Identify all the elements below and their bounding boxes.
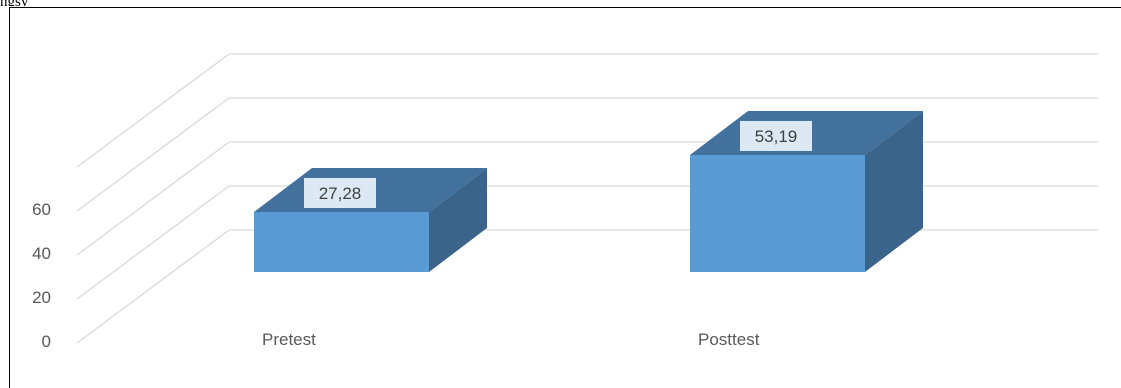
y-tick-label: 20	[32, 288, 51, 307]
category-label: Pretest	[262, 330, 316, 349]
gridline-wall	[76, 53, 230, 168]
category-labels: Pretest Posttest	[262, 330, 760, 349]
gridline-wall	[76, 141, 230, 256]
bars: 27,28 53,19	[254, 110, 923, 273]
bar-pretest: 27,28	[254, 167, 487, 272]
bar-front	[254, 211, 429, 272]
gridline-wall	[76, 185, 230, 300]
gridlines	[76, 53, 1098, 344]
data-label-box	[740, 120, 812, 151]
bar-side	[865, 110, 923, 273]
category-label: Posttest	[698, 330, 760, 349]
gridline-wall	[76, 229, 230, 344]
caption-text: ngsy	[0, 0, 28, 6]
y-tick-label: 40	[32, 244, 51, 263]
data-label: 27,28	[319, 184, 362, 203]
chart-frame	[9, 7, 1121, 388]
y-axis-ticks: 0 20 40 60	[32, 200, 51, 351]
y-tick-label: 0	[42, 332, 51, 351]
bar-front	[690, 154, 865, 272]
data-label: 53,19	[755, 127, 798, 146]
data-label-box	[304, 177, 376, 208]
y-tick-label: 60	[32, 200, 51, 219]
bar-posttest: 53,19	[690, 110, 923, 273]
gridline-wall	[76, 97, 230, 212]
bar-side	[429, 167, 487, 272]
